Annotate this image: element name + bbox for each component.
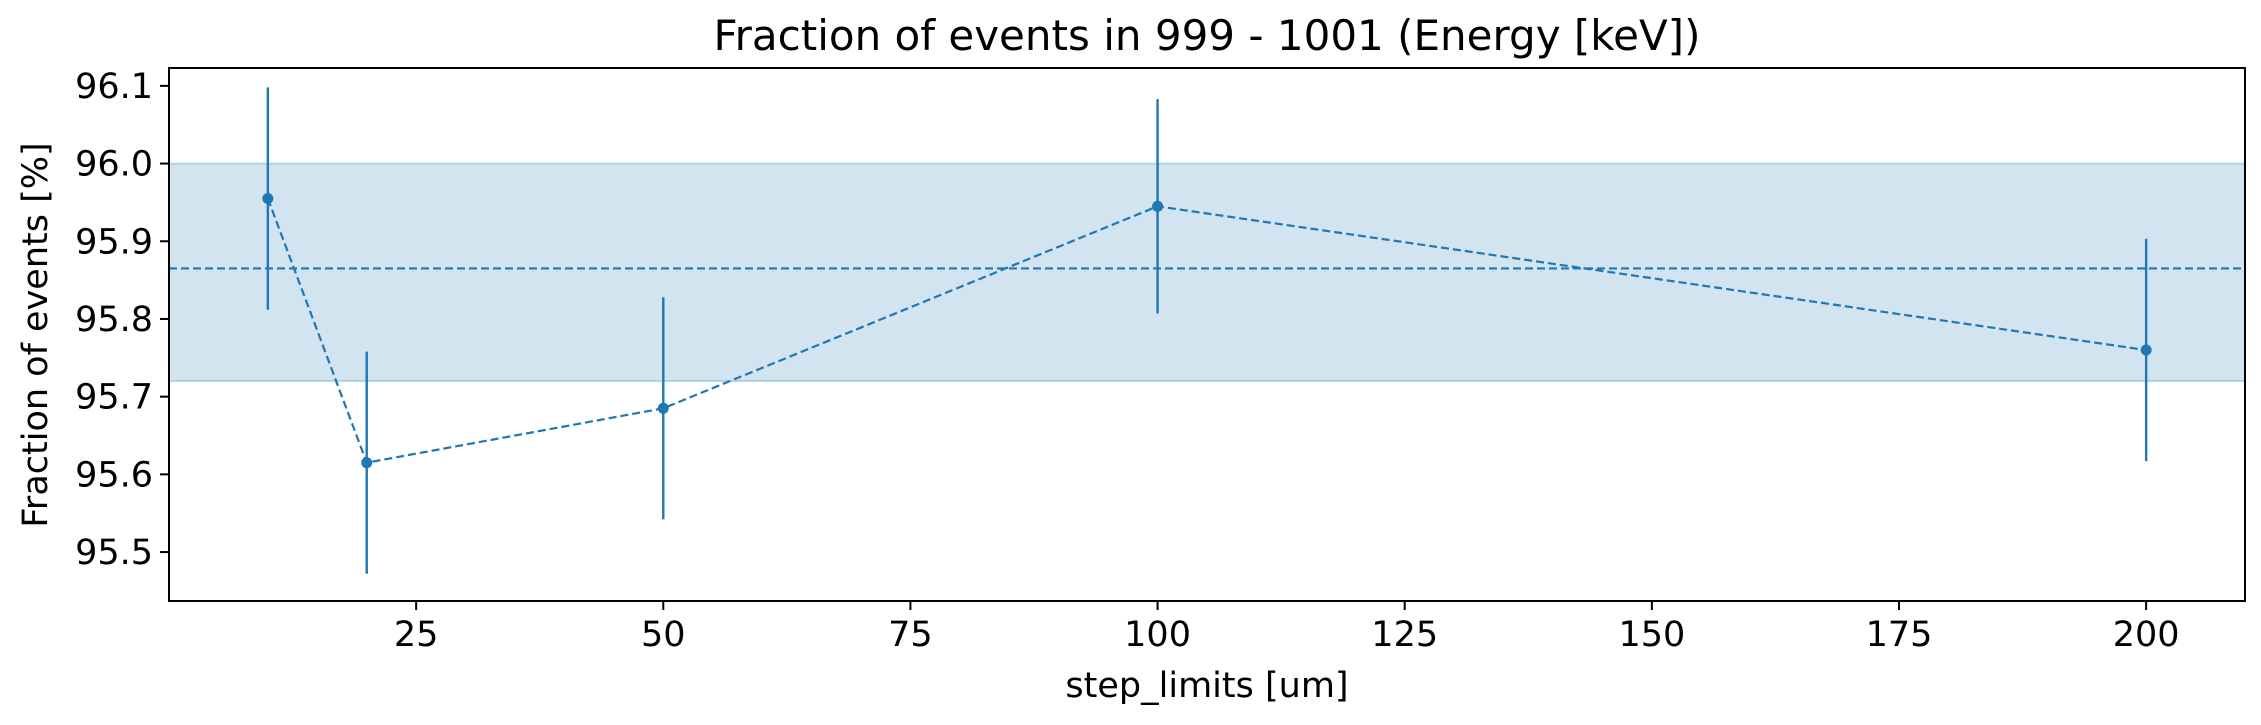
data-point	[1152, 200, 1164, 212]
std-band	[168, 162, 2246, 383]
y-tick-label: 95.8	[75, 300, 153, 340]
x-axis-label: step_limits [um]	[1065, 666, 1348, 706]
chart-title: Fraction of events in 999 - 1001 (Energy…	[714, 11, 1701, 60]
y-tick-label: 95.9	[75, 222, 153, 262]
data-point	[2140, 344, 2152, 356]
data-point	[361, 457, 373, 469]
data-point	[657, 402, 669, 414]
y-tick-label: 95.7	[75, 378, 153, 418]
plot-area	[168, 87, 2246, 574]
axes-frame	[168, 67, 2246, 602]
y-axis: 95.5 95.6 95.7 95.8 95.9 96.0 96.1	[75, 67, 169, 573]
x-tick-label: 50	[641, 615, 686, 655]
x-tick-label: 150	[1618, 615, 1685, 655]
x-tick-label: 100	[1124, 615, 1191, 655]
y-axis-label: Fraction of events [%]	[16, 142, 56, 527]
x-axis: 25 50 75 100 125 150 175 200	[394, 601, 2180, 655]
x-tick-label: 175	[1866, 615, 1933, 655]
x-tick-label: 25	[394, 615, 439, 655]
x-tick-label: 125	[1371, 615, 1438, 655]
y-tick-label: 96.1	[75, 67, 153, 107]
data-point	[262, 193, 274, 205]
y-tick-label: 95.5	[75, 533, 153, 573]
x-tick-label: 200	[2113, 615, 2180, 655]
y-tick-label: 96.0	[75, 145, 153, 185]
y-tick-label: 95.6	[75, 455, 153, 495]
x-tick-label: 75	[888, 615, 933, 655]
